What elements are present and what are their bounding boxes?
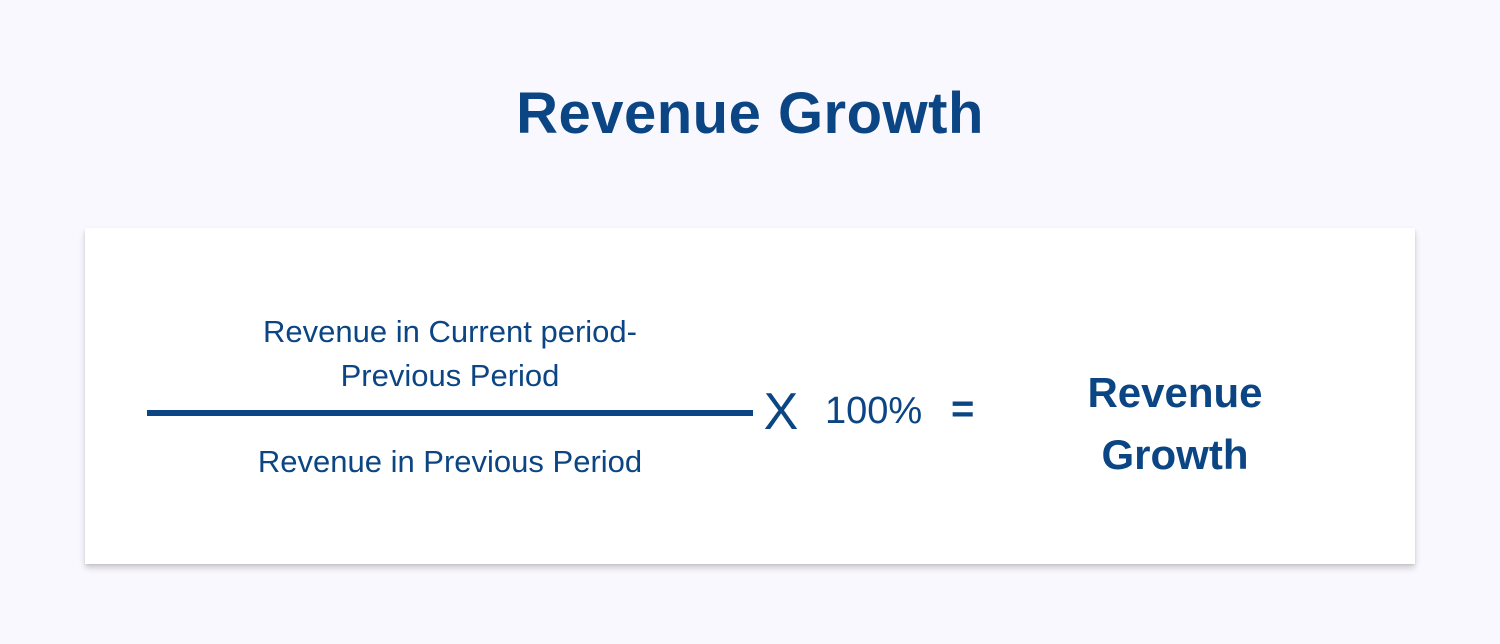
numerator-line-2: Previous Period: [340, 358, 560, 393]
formula-denominator: Revenue in Previous Period: [257, 444, 643, 479]
formula-card: Revenue in Current period- Previous Peri…: [85, 228, 1415, 564]
formula-numerator: Revenue in Current period- Previous Peri…: [147, 310, 753, 398]
formula-result: Revenue Growth: [1025, 362, 1325, 486]
equals-sign: =: [951, 387, 975, 431]
fraction-bar: [147, 410, 753, 416]
page-title: Revenue Growth: [516, 81, 984, 146]
percent-value: 100%: [825, 390, 923, 432]
result-line-2: Growth: [1101, 431, 1249, 478]
result-line-1: Revenue: [1087, 369, 1263, 416]
multiply-sign: X: [763, 383, 799, 441]
numerator-line-1: Revenue in Current period-: [263, 314, 637, 349]
